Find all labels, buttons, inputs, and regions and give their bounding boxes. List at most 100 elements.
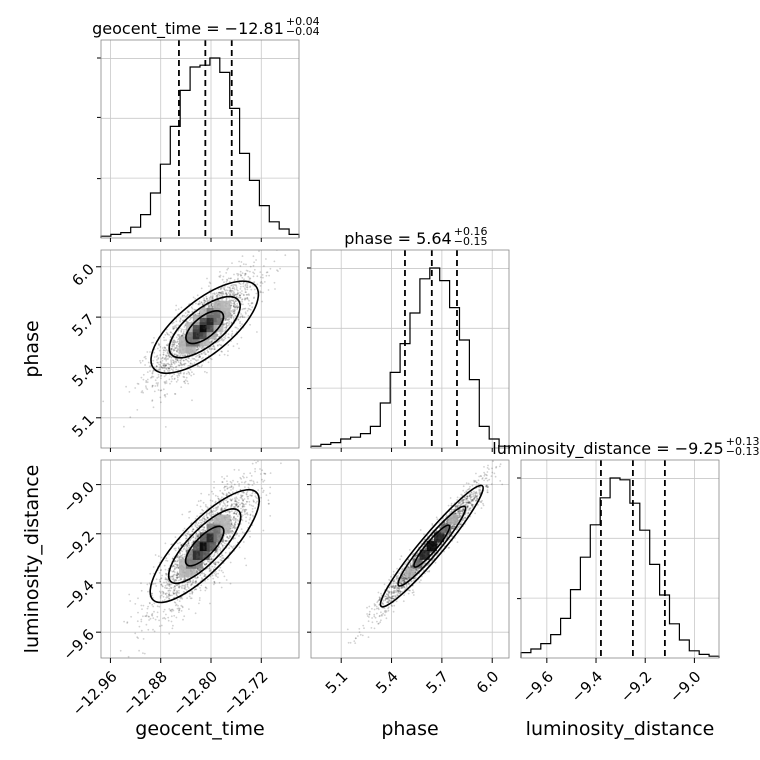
sample-point — [213, 572, 216, 574]
sample-point — [467, 501, 470, 504]
sample-point — [244, 272, 247, 275]
sample-point — [195, 569, 198, 571]
sample-point — [191, 399, 193, 402]
sample-point — [226, 319, 229, 321]
sample-point — [167, 354, 170, 356]
sample-point — [168, 608, 171, 610]
sample-point — [182, 332, 185, 335]
sample-point — [239, 296, 242, 299]
sample-point — [256, 283, 259, 286]
panel-frame — [100, 459, 300, 659]
sample-point — [167, 579, 169, 582]
sample-point — [206, 371, 208, 374]
sample-point — [183, 333, 186, 336]
sample-point — [211, 296, 214, 299]
sample-point — [190, 583, 193, 586]
sample-point — [166, 358, 169, 360]
sample-point — [180, 556, 183, 559]
sample-point — [168, 355, 170, 357]
sample-point — [190, 374, 193, 377]
sample-point — [198, 525, 201, 528]
sample-point — [216, 333, 219, 336]
sample-point — [220, 509, 223, 511]
sample-point — [206, 559, 209, 562]
sample-point — [191, 310, 194, 313]
sample-point — [173, 592, 176, 595]
sample-point — [195, 532, 198, 535]
sample-point — [240, 528, 243, 530]
sample-point — [237, 328, 240, 330]
sample-point — [347, 641, 350, 644]
sample-point — [238, 260, 241, 263]
sample-point — [144, 364, 147, 366]
sample-point — [204, 564, 207, 566]
sample-point — [472, 499, 474, 502]
sample-point — [175, 350, 178, 353]
sample-point — [161, 574, 164, 577]
sample-point — [126, 621, 129, 623]
sample-point — [140, 582, 142, 585]
sample-point — [221, 544, 224, 547]
sample-point — [145, 387, 148, 389]
sample-point — [176, 590, 178, 592]
sample-point — [176, 564, 179, 567]
sample-point — [225, 485, 228, 488]
sample-point — [151, 592, 154, 595]
sample-point — [466, 497, 469, 500]
sample-point — [233, 519, 235, 522]
sample-point — [234, 300, 237, 302]
sample-point — [167, 369, 169, 372]
sample-point — [165, 380, 168, 382]
sample-point — [161, 359, 164, 362]
sample-point — [175, 361, 178, 364]
sample-point — [244, 288, 247, 291]
sample-point — [207, 361, 210, 364]
sample-point — [160, 624, 163, 627]
sample-point — [182, 529, 185, 532]
sample-point — [170, 587, 173, 590]
sample-point — [214, 563, 217, 566]
sample-point — [216, 495, 219, 498]
sample-point — [183, 376, 186, 379]
sample-point — [238, 499, 240, 501]
sample-point — [246, 491, 248, 494]
sample-point — [183, 578, 186, 580]
sample-point — [160, 362, 163, 364]
sample-point — [197, 364, 199, 367]
sample-point — [229, 293, 231, 296]
sample-point — [206, 277, 208, 280]
panels-layer — [96, 39, 720, 663]
sample-point — [239, 322, 241, 325]
sample-point — [239, 297, 242, 299]
sample-point — [180, 596, 183, 599]
sample-point — [183, 587, 186, 590]
sample-point — [179, 552, 182, 555]
sample-point — [146, 371, 149, 373]
sample-point — [190, 306, 193, 309]
sample-point — [162, 351, 165, 354]
sample-point — [253, 482, 255, 485]
sample-point — [180, 543, 183, 546]
sample-point — [164, 374, 167, 376]
sample-point — [202, 561, 205, 564]
sample-point — [229, 294, 232, 297]
sample-point — [170, 608, 173, 611]
sample-point — [189, 597, 192, 600]
sample-point — [180, 544, 183, 546]
sample-point — [269, 492, 271, 495]
sample-point — [225, 322, 228, 324]
sample-point — [244, 299, 246, 301]
sample-point — [225, 280, 228, 283]
sample-point — [168, 583, 171, 586]
sample-point — [233, 524, 236, 527]
sample-point — [173, 348, 176, 351]
sample-point — [234, 303, 237, 306]
sample-point — [173, 568, 176, 571]
sample-point — [173, 339, 176, 342]
sample-point — [446, 520, 449, 523]
sample-point — [236, 306, 239, 309]
sample-point — [479, 500, 482, 503]
sample-point — [390, 604, 393, 607]
sample-point — [236, 532, 239, 535]
sample-point — [214, 570, 217, 573]
